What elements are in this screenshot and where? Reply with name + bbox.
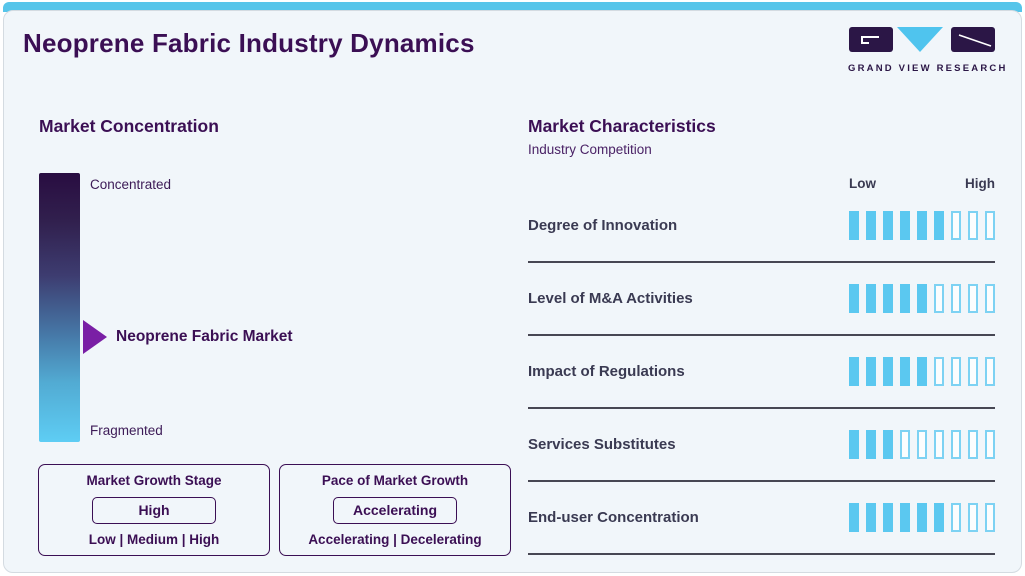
scale-low-label: Low xyxy=(849,176,876,191)
growth-box-value: Accelerating xyxy=(333,496,457,524)
rating-segment xyxy=(866,357,876,386)
rating-segment xyxy=(917,503,927,532)
brand-text: GRAND VIEW RESEARCH xyxy=(848,63,1008,74)
growth-box-options: Accelerating | Decelerating xyxy=(308,532,482,547)
rating-segment xyxy=(900,503,910,532)
rating-segment xyxy=(866,284,876,313)
rating-segment xyxy=(985,430,995,459)
rating-bar xyxy=(849,284,995,313)
rating-segment xyxy=(968,357,978,386)
rating-segment xyxy=(883,284,893,313)
rating-segment xyxy=(900,284,910,313)
rating-segment xyxy=(849,357,859,386)
top-accent-strip xyxy=(3,2,1022,12)
rating-segment xyxy=(900,211,910,240)
rating-segment xyxy=(849,430,859,459)
rating-segment xyxy=(866,503,876,532)
marker-label: Neoprene Fabric Market xyxy=(116,328,293,346)
characteristic-label: Services Substitutes xyxy=(528,436,676,453)
rating-segment xyxy=(951,503,961,532)
characteristics-rows: Degree of Innovation Level of M&A Activi… xyxy=(528,190,995,555)
page-title: Neoprene Fabric Industry Dynamics xyxy=(23,28,475,58)
rating-segment xyxy=(849,284,859,313)
characteristic-label: Degree of Innovation xyxy=(528,217,678,234)
rating-segment xyxy=(900,357,910,386)
rating-segment xyxy=(866,430,876,459)
rating-segment xyxy=(934,357,944,386)
rating-segment xyxy=(985,503,995,532)
growth-box-title: Pace of Market Growth xyxy=(321,473,469,488)
market-marker: Neoprene Fabric Market xyxy=(83,320,293,355)
market-characteristics-heading: Market Characteristics xyxy=(528,116,716,136)
growth-box-title: Market Growth Stage xyxy=(86,473,222,488)
rating-segment xyxy=(951,357,961,386)
rating-segment xyxy=(968,211,978,240)
rating-segment xyxy=(951,211,961,240)
rating-bar xyxy=(849,430,995,459)
characteristic-label: End-user Concentration xyxy=(528,509,699,526)
scale-label-fragmented: Fragmented xyxy=(90,423,163,438)
rating-segment xyxy=(917,284,927,313)
rating-segment xyxy=(951,430,961,459)
growth-box-value: High xyxy=(92,496,216,524)
rating-bar xyxy=(849,357,995,386)
rating-segment xyxy=(968,503,978,532)
characteristic-row: Degree of Innovation xyxy=(528,190,995,263)
main-card: Neoprene Fabric Industry Dynamics GRAND … xyxy=(3,10,1022,573)
pace-of-market-growth-box: Pace of Market Growth Accelerating Accel… xyxy=(279,464,511,556)
rating-segment xyxy=(968,284,978,313)
characteristic-row: Impact of Regulations xyxy=(528,336,995,409)
characteristic-label: Level of M&A Activities xyxy=(528,290,693,307)
rating-segment xyxy=(985,211,995,240)
rating-segment xyxy=(917,430,927,459)
rating-segment xyxy=(951,284,961,313)
concentration-scale: Concentrated Fragmented Neoprene Fabric … xyxy=(39,173,499,442)
rating-scale-header: Low High xyxy=(849,176,995,191)
rating-segment xyxy=(985,357,995,386)
rating-segment xyxy=(934,284,944,313)
rating-segment xyxy=(934,211,944,240)
market-growth-stage-box: Market Growth Stage High Low | Medium | … xyxy=(38,464,270,556)
rating-segment xyxy=(917,357,927,386)
gvr-logo-icon xyxy=(849,27,995,52)
concentration-gradient-bar xyxy=(39,173,80,442)
growth-box-options: Low | Medium | High xyxy=(88,532,220,547)
rating-segment xyxy=(900,430,910,459)
characteristic-row: Services Substitutes xyxy=(528,409,995,482)
rating-segment xyxy=(985,284,995,313)
characteristic-label: Impact of Regulations xyxy=(528,363,685,380)
rating-bar xyxy=(849,211,995,240)
rating-bar xyxy=(849,503,995,532)
rating-segment xyxy=(934,503,944,532)
rating-segment xyxy=(849,503,859,532)
industry-competition-subheading: Industry Competition xyxy=(528,142,652,157)
scale-label-concentrated: Concentrated xyxy=(90,177,172,192)
rating-segment xyxy=(883,430,893,459)
rating-segment xyxy=(849,211,859,240)
marker-arrow-icon xyxy=(83,320,107,355)
rating-segment xyxy=(883,503,893,532)
market-concentration-heading: Market Concentration xyxy=(39,116,219,136)
rating-segment xyxy=(968,430,978,459)
characteristic-row: End-user Concentration xyxy=(528,482,995,555)
characteristic-row: Level of M&A Activities xyxy=(528,263,995,336)
rating-segment xyxy=(866,211,876,240)
grand-view-research-logo: GRAND VIEW RESEARCH xyxy=(848,26,1008,74)
rating-segment xyxy=(883,357,893,386)
rating-segment xyxy=(917,211,927,240)
rating-segment xyxy=(883,211,893,240)
scale-high-label: High xyxy=(965,176,995,191)
rating-segment xyxy=(934,430,944,459)
